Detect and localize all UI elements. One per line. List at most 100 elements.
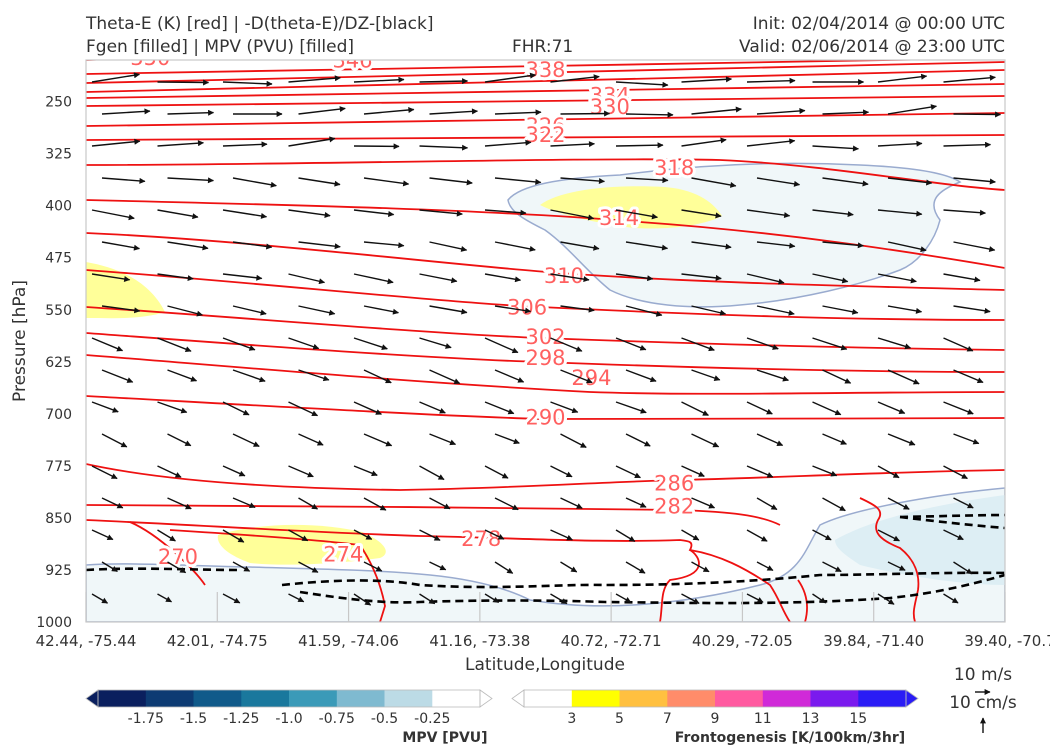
- wind-vector: [353, 529, 373, 540]
- wind-vector: [298, 561, 319, 573]
- wind-vector: [91, 465, 118, 480]
- wind-vector: [812, 145, 859, 152]
- colorbar-segment: [384, 690, 433, 707]
- fgen-region-lower: [217, 524, 386, 565]
- wind-vector: [222, 529, 245, 543]
- wind-scale-label-cms: 10 cm/s: [949, 693, 1017, 713]
- colorbar-tick-label: -0.75: [319, 711, 355, 727]
- wind-vector: [681, 593, 700, 605]
- wind-vector: [953, 561, 973, 575]
- wind-vector: [288, 136, 336, 147]
- wind-vector: [167, 433, 192, 447]
- wind-vector: [681, 209, 722, 219]
- colorbar-tick-label: 7: [663, 711, 672, 727]
- wind-vector: [756, 369, 789, 382]
- theta-e-label: 278: [461, 527, 501, 551]
- wind-vector: [822, 109, 870, 116]
- theta-e-line-326: [86, 112, 1005, 127]
- wind-vector: [691, 106, 742, 115]
- wind-vector: [484, 401, 515, 415]
- mpv-colorbar-label: MPV [PVU]: [402, 730, 487, 746]
- wind-vector: [691, 433, 720, 448]
- wind-vector: [484, 337, 519, 354]
- wind-vector: [167, 497, 192, 510]
- wind-vector: [91, 593, 109, 604]
- stability-line-4: [899, 513, 1005, 519]
- wind-vector: [691, 369, 721, 381]
- wind-vector: [363, 106, 415, 115]
- wind-vector: [232, 305, 267, 316]
- wind-vector: [157, 140, 204, 147]
- theta-e-line-b3: [797, 579, 808, 622]
- wind-vector: [288, 209, 331, 218]
- wind-vector: [877, 140, 923, 147]
- theta-e-line-302: [86, 306, 1005, 351]
- wind-vector: [615, 529, 636, 542]
- wind-vector: [288, 75, 341, 83]
- y-tick-label: 475: [45, 251, 72, 267]
- wind-vector: [615, 273, 654, 282]
- colorbar-frame: [523, 689, 907, 708]
- wind-vector: [812, 273, 849, 284]
- wind-vector: [232, 433, 260, 448]
- wind-vector: [484, 139, 532, 147]
- wind-vector: [429, 561, 447, 571]
- theta-e-line-282: [86, 504, 781, 526]
- colorbar-tick-label: -1.0: [275, 711, 302, 727]
- wind-vector: [494, 305, 532, 314]
- wind-vector: [363, 305, 399, 315]
- y-tick-label: 400: [45, 199, 72, 215]
- wind-vector: [877, 73, 928, 83]
- colorbar-tick-label: 9: [711, 711, 720, 727]
- wind-vector: [298, 241, 341, 250]
- wind-vector: [812, 593, 827, 604]
- wind-vector: [953, 177, 996, 185]
- wind-vector: [353, 401, 382, 415]
- wind-vector: [288, 337, 320, 350]
- wind-vector: [157, 273, 194, 282]
- wind-vector: [222, 337, 256, 351]
- wind-vector: [363, 433, 393, 447]
- wind-vector: [222, 593, 241, 604]
- wind-vector: [419, 593, 436, 605]
- wind-vector: [953, 241, 996, 253]
- y-axis: 250 325 400 475 550 625 700 775 850 925 1000: [36, 95, 72, 631]
- theta-e-label: 290: [525, 406, 565, 430]
- theta-e-line-b2: [859, 497, 920, 622]
- wind-vector: [484, 273, 522, 283]
- wind-vector: [298, 497, 319, 510]
- wind-vector: [615, 593, 632, 603]
- x-tick-label: 40.29, -72.05: [692, 632, 793, 650]
- wind-vector: [746, 337, 779, 350]
- wind-vector: [167, 369, 198, 382]
- wind-vector: [157, 593, 173, 603]
- theta-e-line-318: [86, 158, 1005, 191]
- wind-vector: [877, 209, 923, 217]
- theta-e-label: 282: [654, 494, 694, 518]
- wind-vector: [953, 111, 1002, 118]
- wind-vector: [746, 401, 773, 415]
- wind-vector: [353, 76, 405, 83]
- wind-vector: [484, 529, 505, 540]
- wind-vector: [943, 401, 974, 415]
- wind-vector: [877, 273, 917, 284]
- wind-vector: [943, 529, 964, 541]
- wind-vector: [560, 241, 600, 251]
- wind-vector: [550, 337, 583, 352]
- wind-vector: [494, 433, 520, 445]
- wind-vector: [429, 305, 468, 315]
- wind-vector: [222, 401, 250, 416]
- colorbar-segment: [762, 690, 812, 707]
- wind-vector: [101, 433, 128, 448]
- theta-e-label: 346: [332, 48, 372, 72]
- theta-e-label: 302: [525, 325, 565, 349]
- valid-time: Valid: 02/06/2014 @ 23:00 UTC: [739, 37, 1005, 57]
- y-tick-label: 325: [45, 147, 72, 163]
- colorbar-segment: [193, 690, 242, 707]
- wind-vector: [288, 273, 326, 285]
- wind-vector: [691, 305, 727, 316]
- wind-vector: [615, 81, 669, 88]
- wind-vector: [222, 80, 273, 87]
- y-tick-label: 1000: [36, 615, 72, 631]
